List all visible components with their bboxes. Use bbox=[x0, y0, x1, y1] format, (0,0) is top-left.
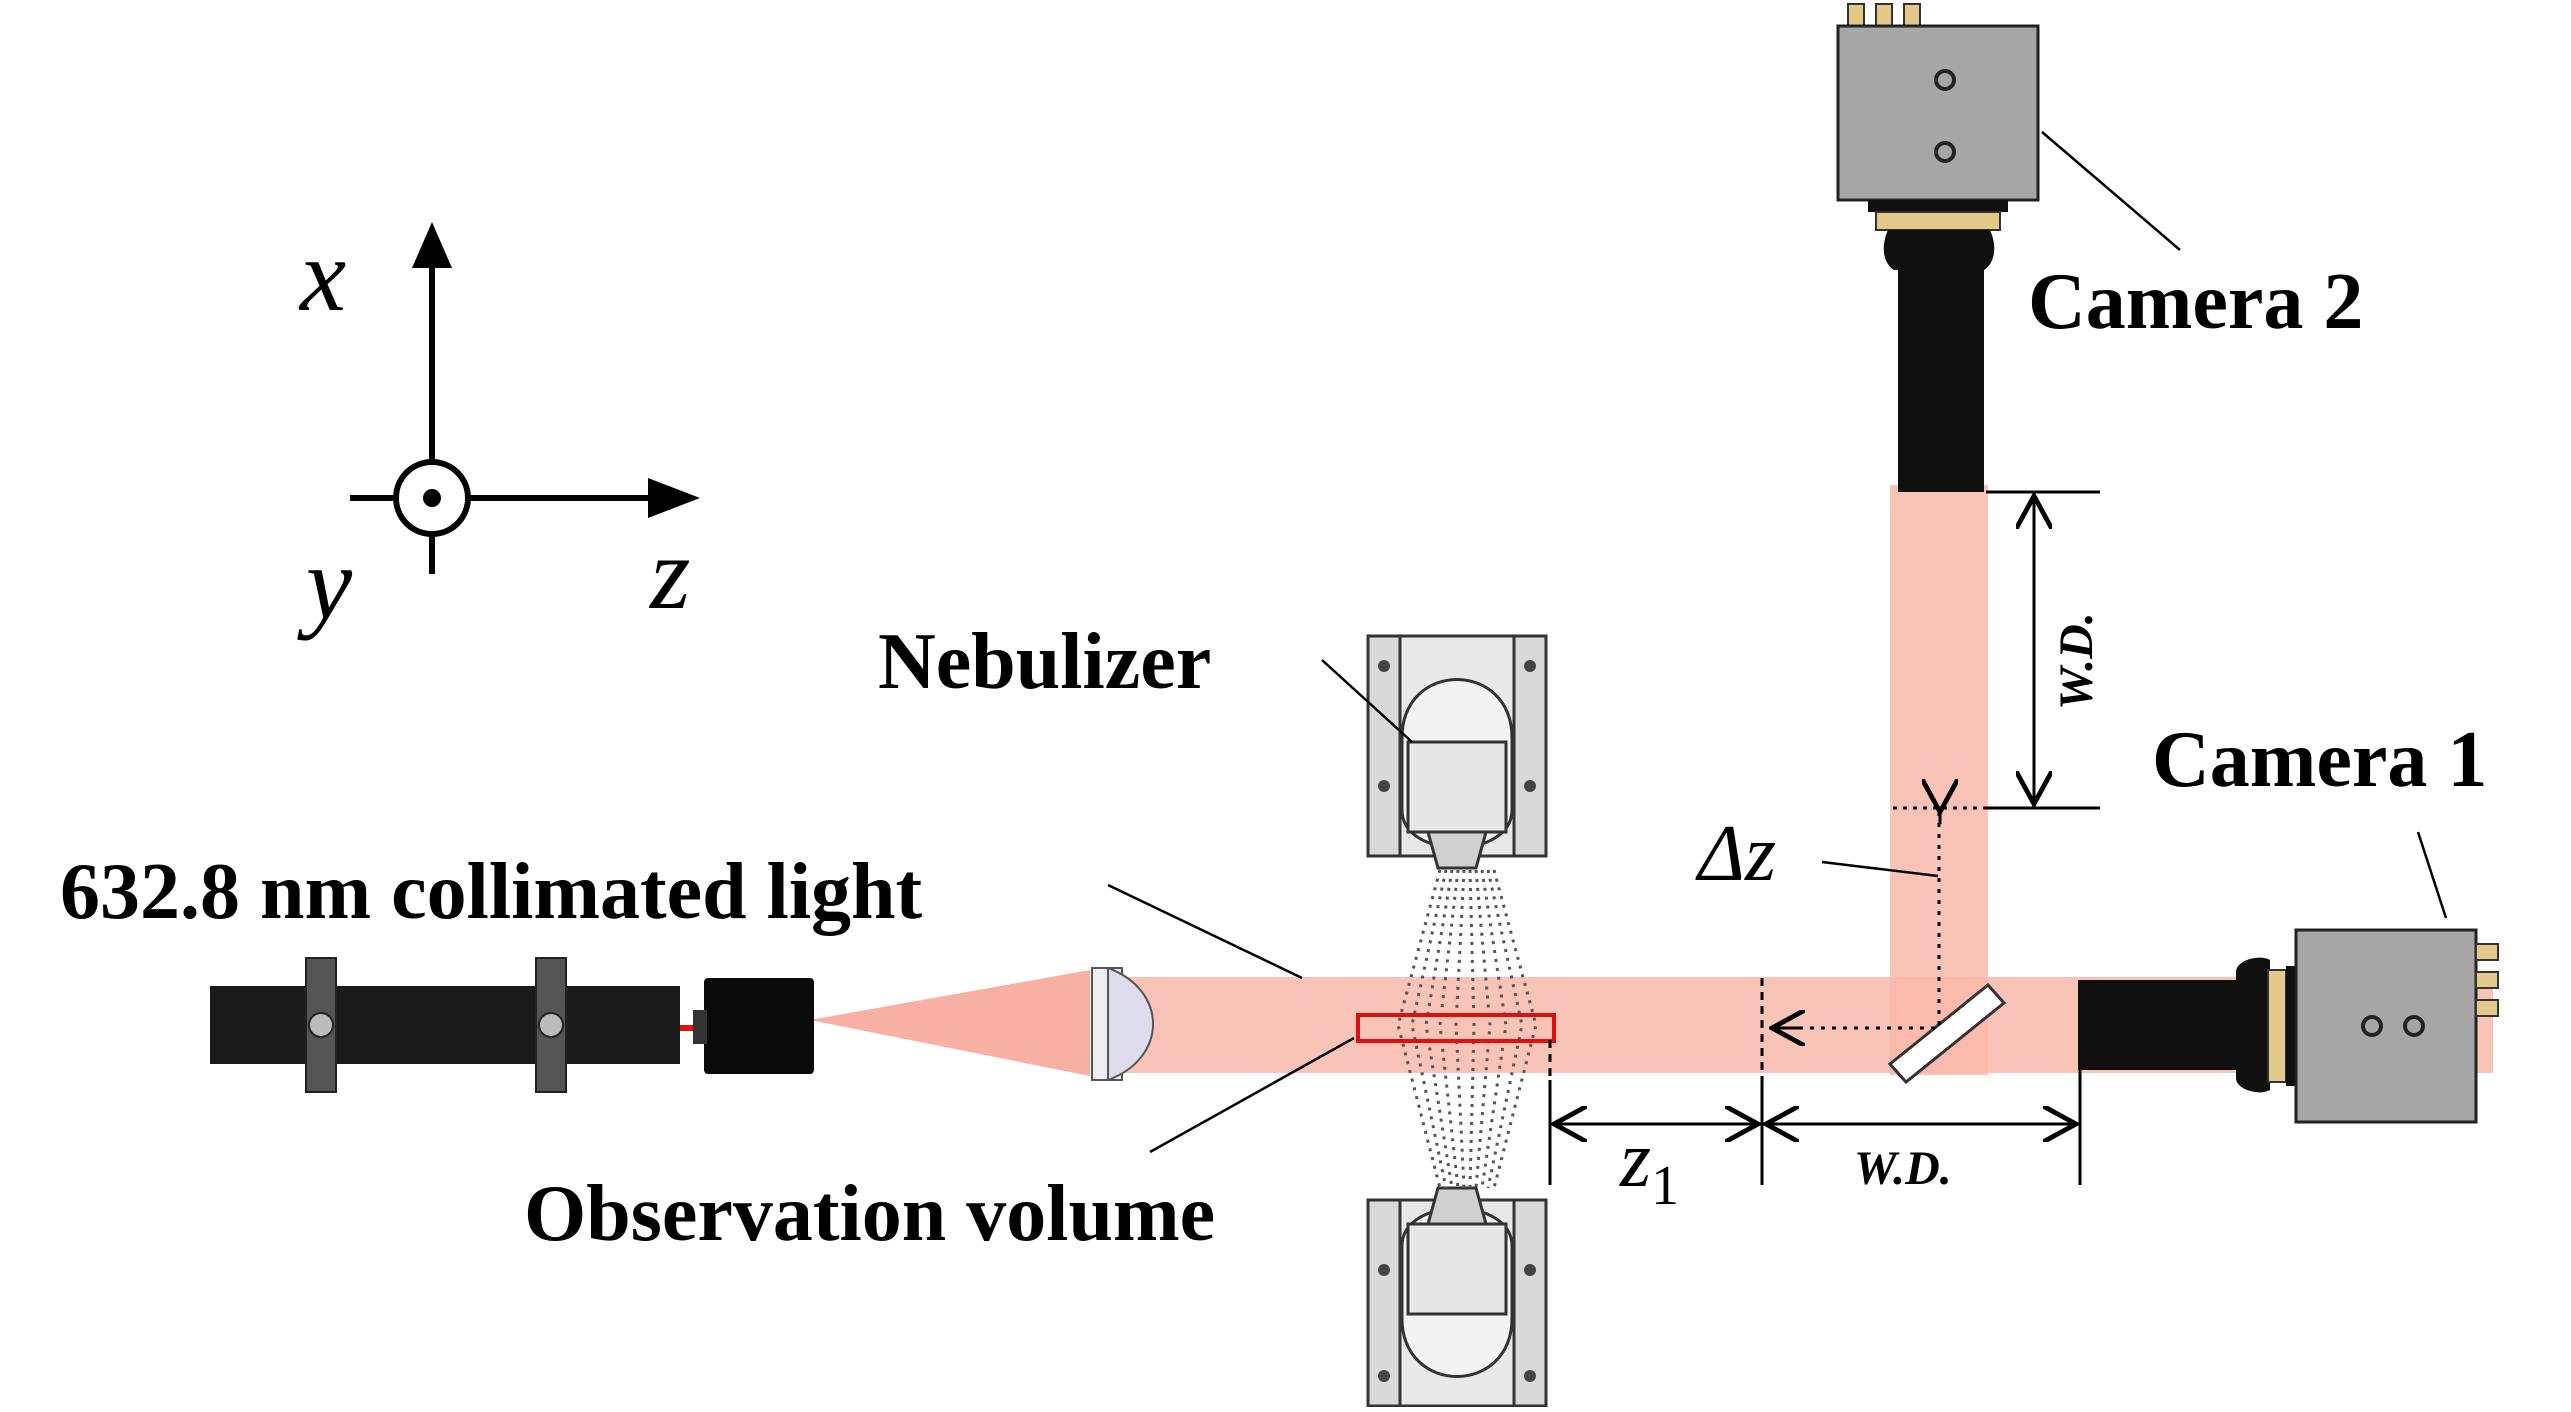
delta-z-path bbox=[1772, 812, 1940, 1028]
wd-vertical-label: W.D. bbox=[2050, 612, 2103, 710]
diverging-beam-cone bbox=[810, 970, 1090, 1076]
beam-splitter bbox=[1887, 982, 2007, 1085]
nebulizer-label: Nebulizer bbox=[878, 618, 1211, 706]
camera-1-lens-tube bbox=[2078, 980, 2236, 1070]
laser-clamp-left bbox=[305, 957, 337, 1093]
axis-z-label: z bbox=[648, 516, 690, 631]
camera-1-body bbox=[2294, 928, 2478, 1124]
delta-z-label: Δz bbox=[1695, 810, 1776, 898]
camera-1-label: Camera 1 bbox=[2152, 716, 2487, 804]
axis-x-label: x bbox=[298, 218, 346, 333]
collimating-lens bbox=[1091, 966, 1154, 1082]
z1-label: z1 bbox=[1619, 1116, 1679, 1217]
leader-lines bbox=[1107, 131, 2448, 1154]
camera-2-body bbox=[1836, 24, 2040, 202]
coordinate-axes bbox=[350, 222, 700, 574]
nebulizer-bottom bbox=[1366, 1186, 1548, 1408]
z1-subscript: 1 bbox=[1651, 1155, 1679, 1217]
spray-pattern bbox=[1396, 869, 1538, 1189]
wd-horizontal-label: W.D. bbox=[1854, 1142, 1952, 1195]
dimension-lines bbox=[1548, 490, 2100, 1185]
camera-2-label: Camera 2 bbox=[2028, 258, 2363, 346]
z1-base: z bbox=[1619, 1116, 1651, 1204]
laser-tube bbox=[210, 986, 680, 1064]
observation-volume-label: Observation volume bbox=[524, 1170, 1215, 1258]
nebulizer-top bbox=[1366, 634, 1548, 870]
camera-2-lens-tube bbox=[1898, 268, 1984, 492]
light-source-label: 632.8 nm collimated light bbox=[60, 848, 923, 936]
camera-2 bbox=[1836, 3, 2040, 492]
axis-y-label: y bbox=[297, 526, 353, 641]
laser-clamp-right bbox=[535, 957, 567, 1093]
beam-expander-objective bbox=[704, 978, 814, 1074]
camera-1 bbox=[2078, 928, 2499, 1124]
laser-source bbox=[210, 957, 814, 1093]
observation-volume-box bbox=[1356, 1013, 1556, 1043]
vertical-reflected-beam bbox=[1890, 485, 1988, 1075]
